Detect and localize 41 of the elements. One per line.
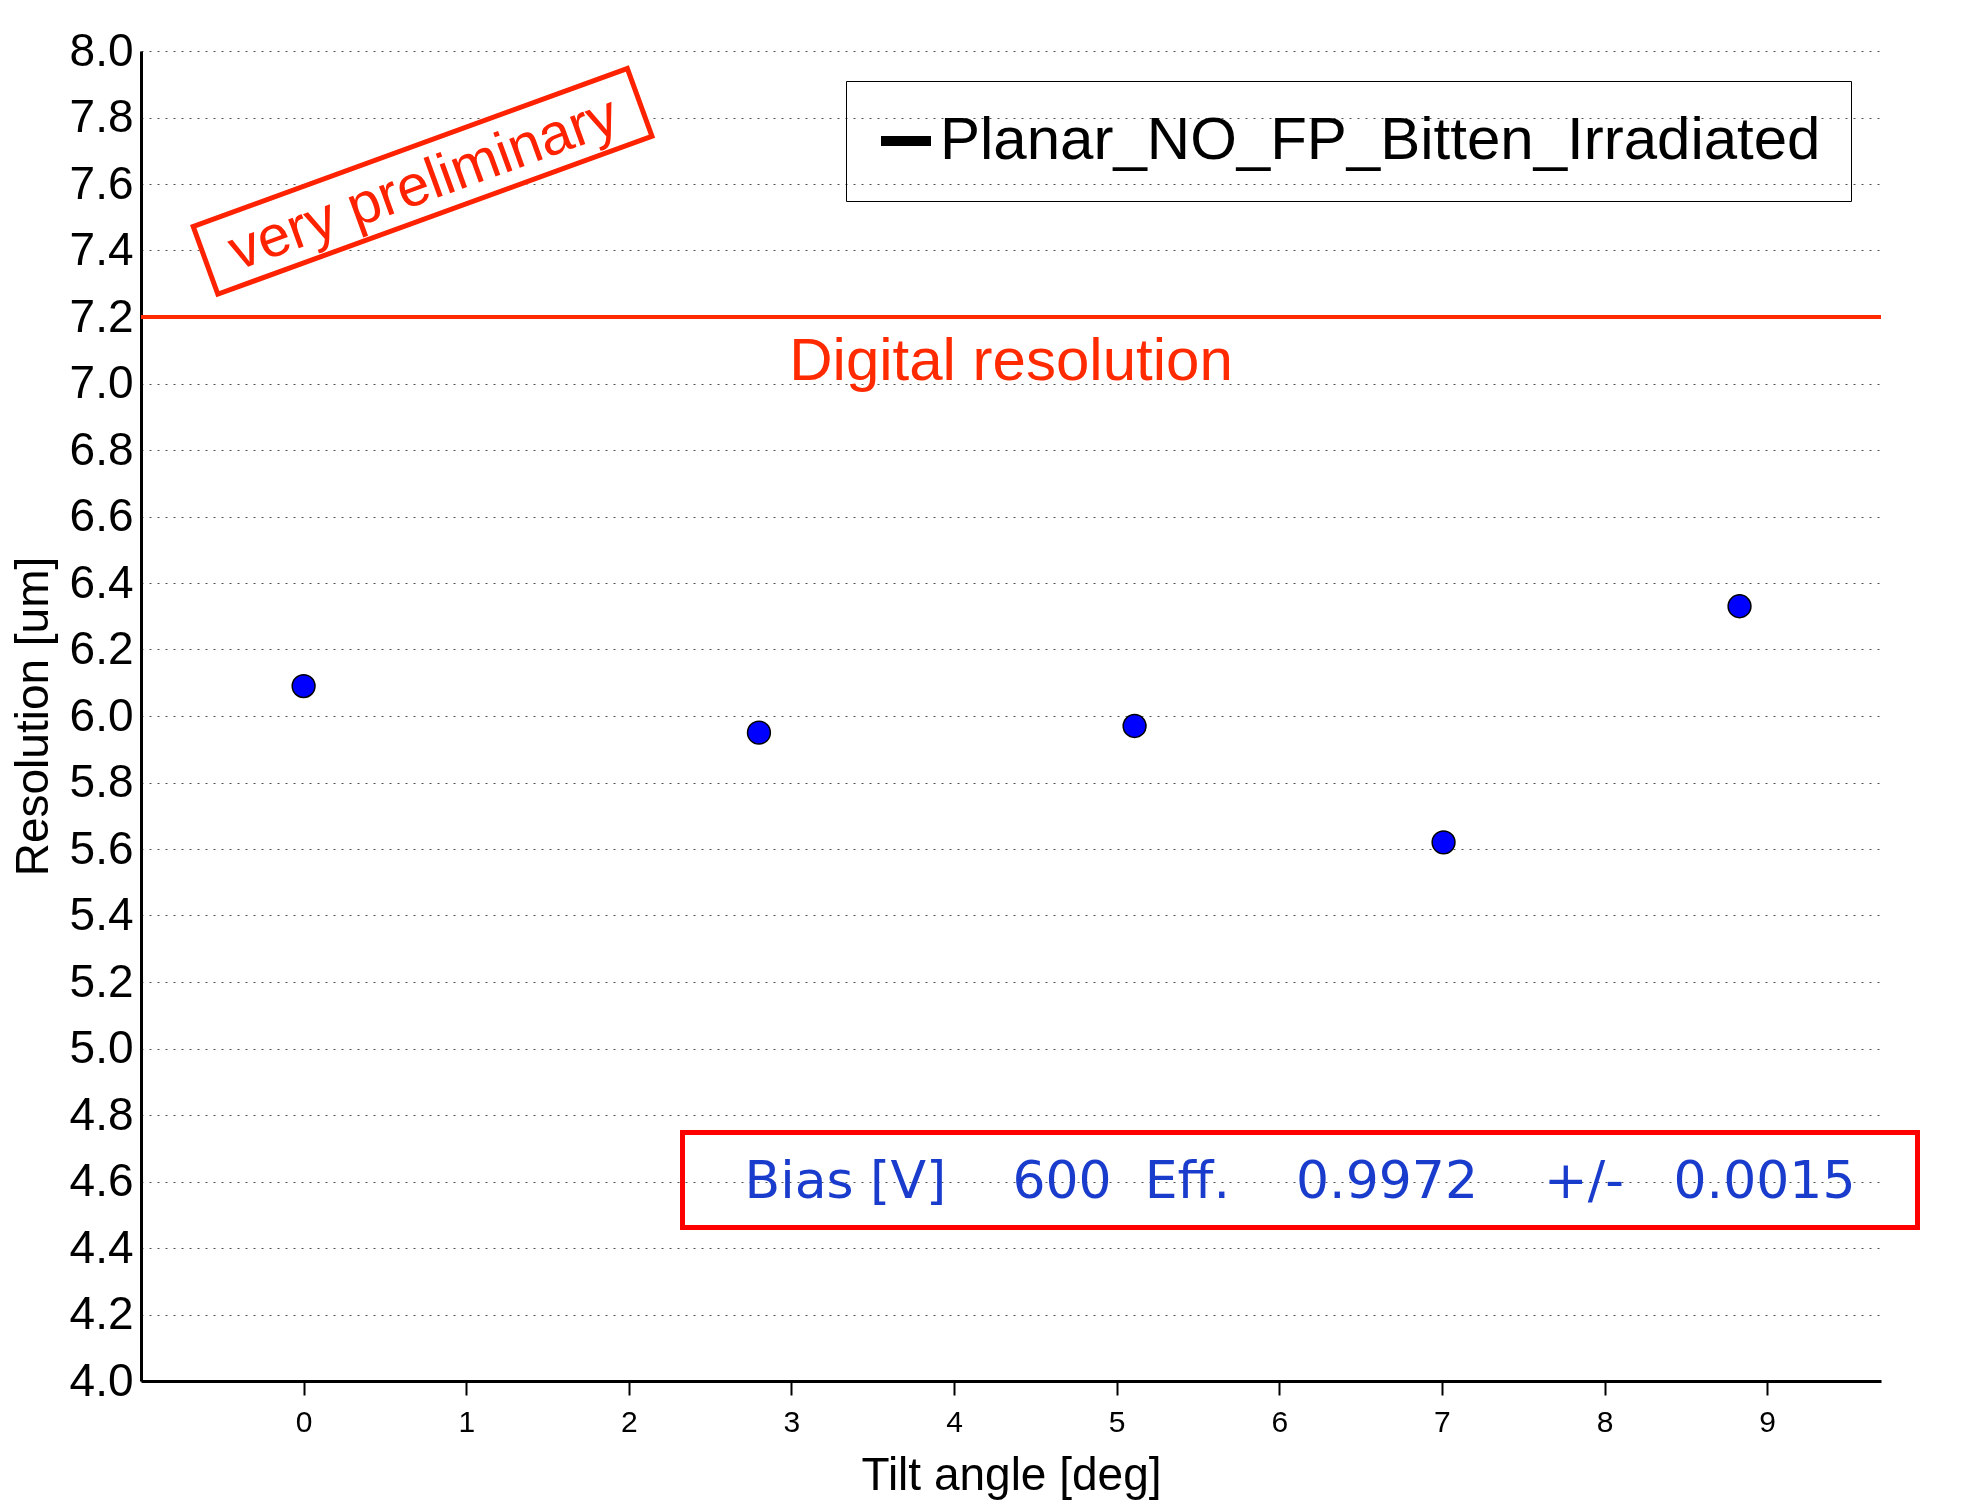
y-tick-label: 7.4 (69, 223, 134, 275)
y-axis-title: Resolution [um] (5, 556, 58, 877)
annotation: Bias [V] 600 Eff. 0.9972 +/- 0.0015 (680, 1130, 1920, 1230)
x-axis-title: Tilt angle [deg] (861, 1447, 1162, 1500)
point (1431, 830, 1456, 855)
x-tick-label: 2 (621, 1404, 638, 1438)
y-tick-label: 6.0 (69, 688, 134, 741)
x-tick-label: 4 (946, 1404, 963, 1438)
y-tick-label: 5.8 (69, 755, 134, 807)
y-tick-label: 5.6 (69, 821, 134, 874)
point (291, 673, 316, 699)
x-tick-label: 8 (1596, 1404, 1614, 1438)
y-tick-label: 7.6 (69, 156, 134, 209)
y-tick-label: 8.0 (69, 23, 134, 76)
y-tick-label: 7.2 (69, 289, 134, 342)
y-tick-label: 4.0 (69, 1353, 134, 1406)
y-tick-label: 6.4 (69, 555, 134, 608)
x-tick-label: 5 (1108, 1404, 1126, 1438)
y-tick-label: 4.2 (69, 1287, 134, 1339)
y-tick-label: 5.0 (69, 1021, 134, 1073)
point (1122, 713, 1147, 739)
y-tick-label: 4.4 (69, 1220, 134, 1273)
x-tick-label: 3 (783, 1404, 801, 1438)
x-tick-label: 1 (458, 1404, 476, 1438)
y-tick-label: 5.4 (69, 888, 134, 940)
x-tick-label: 0 (295, 1404, 313, 1438)
y-tick-label: 5.2 (69, 954, 134, 1007)
y-tick-label: 7.0 (69, 356, 134, 408)
y-tick-label: 6.2 (69, 622, 134, 674)
y-tick-label: 6.6 (69, 489, 134, 541)
point (746, 720, 772, 745)
y-tick-label: 4.6 (69, 1154, 134, 1206)
legend-label: Planar_NO_FP_Bitten_Irradiated (940, 105, 1821, 172)
y-tick-label: 7.8 (69, 90, 134, 142)
ref-line-label: Digital resolution (789, 326, 1233, 393)
x-tick-label: 7 (1434, 1404, 1451, 1438)
y-tick-label: 6.8 (69, 422, 134, 475)
point (1727, 594, 1752, 619)
x-tick-label: 9 (1759, 1404, 1777, 1438)
y-tick-label: 4.8 (69, 1087, 134, 1140)
x-tick-label: 6 (1271, 1404, 1289, 1438)
